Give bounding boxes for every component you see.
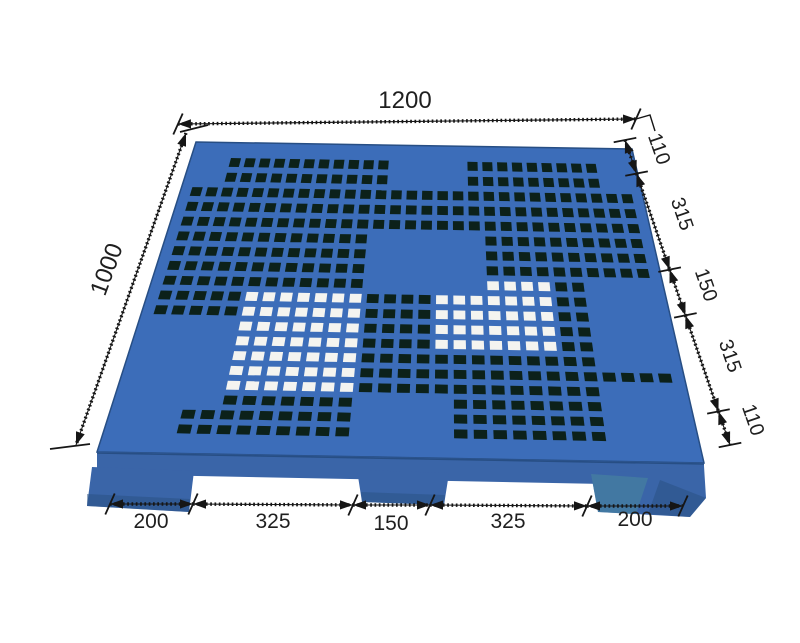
dim-label-bottom-seg-4: 325	[490, 510, 525, 533]
dim-label-bottom-seg-5: 200	[617, 508, 652, 531]
dim-label-top-width: 1200	[378, 87, 431, 114]
dim-label-bottom-seg-2: 325	[255, 510, 290, 533]
dim-label-bottom-seg-1: 200	[133, 510, 168, 533]
dim-label-bottom-seg-3: 150	[373, 512, 408, 535]
dimension-lines	[49, 108, 742, 517]
pallet-photo	[87, 141, 706, 517]
